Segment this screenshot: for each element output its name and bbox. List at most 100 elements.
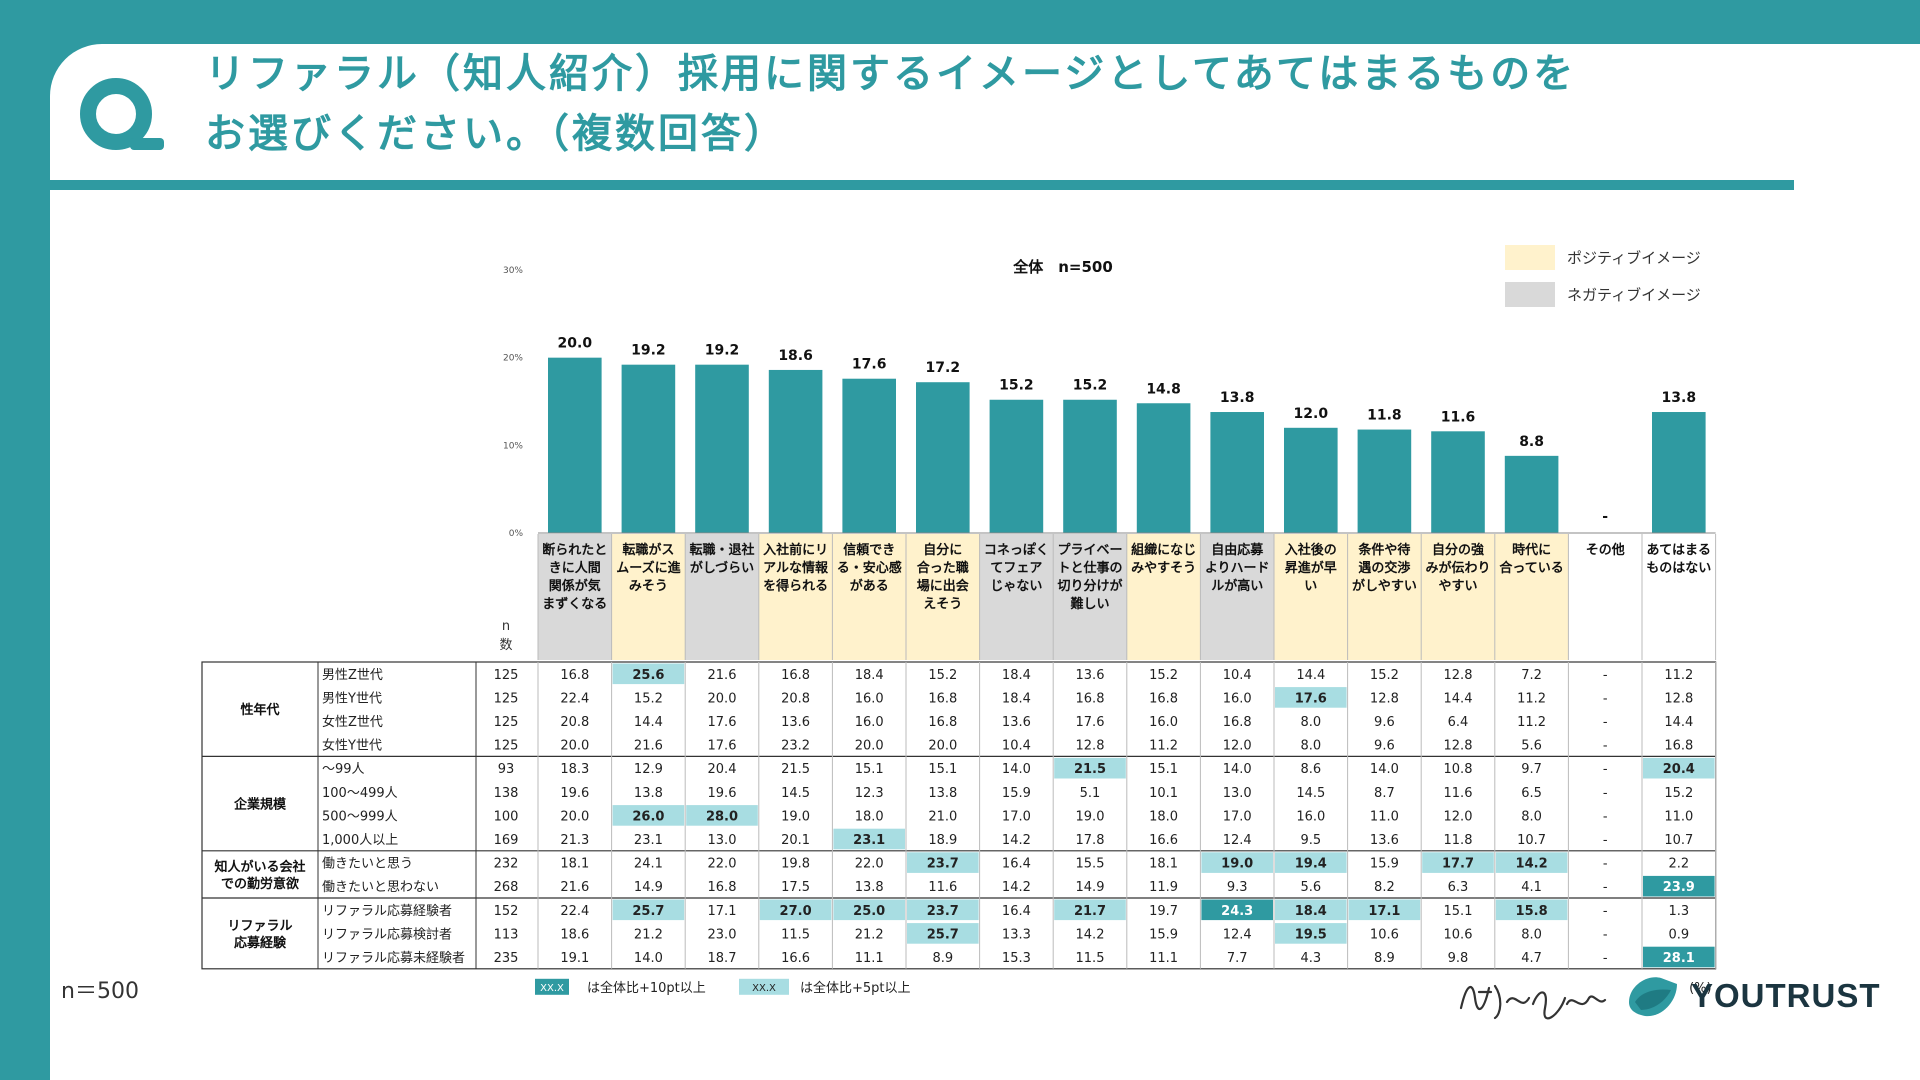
group-label: 性年代: [240, 702, 279, 718]
bar: [1357, 429, 1412, 533]
table-cell: 17.8: [1076, 833, 1105, 848]
category-label: よりハード: [1205, 561, 1270, 576]
table-cell: -: [1603, 691, 1608, 706]
bar: [1652, 412, 1706, 533]
table-cell: 17.6: [1295, 691, 1327, 706]
table-cell: 19.6: [560, 786, 589, 801]
table-cell: 13.6: [781, 715, 810, 730]
table-cell: 12.8: [1370, 691, 1399, 706]
bar: [1431, 431, 1485, 533]
table-cell: 15.2: [928, 668, 957, 683]
table-cell: 17.1: [1368, 904, 1400, 919]
table-cell: 11.8: [1444, 833, 1473, 848]
table-cell: 15.1: [1149, 762, 1178, 777]
table-cell: 17.6: [708, 715, 737, 730]
category-label: プライベー: [1057, 543, 1122, 558]
y-tick-label: 0%: [509, 529, 524, 539]
table-cell: 11.6: [928, 880, 957, 895]
table-cell: 10.1: [1149, 786, 1178, 801]
table-cell: 20.8: [560, 715, 589, 730]
table-cell: 10.7: [1664, 833, 1693, 848]
highlight-cell-5pt: [1275, 852, 1347, 873]
row-n: 235: [494, 951, 519, 966]
row-label: ～99人: [322, 762, 365, 777]
table-cell: 14.0: [1223, 762, 1252, 777]
table-cell: 16.0: [1296, 809, 1325, 824]
table-cell: 8.6: [1300, 762, 1321, 777]
row-n: 268: [494, 880, 519, 895]
bar-value-label: 15.2: [999, 378, 1034, 394]
table-cell: 14.4: [1296, 668, 1325, 683]
highlight-cell-5pt: [612, 663, 685, 685]
category-label: い: [1304, 579, 1317, 594]
table-cell: 16.8: [928, 691, 957, 706]
table-cell: 15.8: [1516, 904, 1548, 919]
table-cell: -: [1603, 904, 1608, 919]
category-label: 入社前にリ: [763, 542, 828, 558]
table-cell: 16.8: [1664, 739, 1693, 754]
table-cell: 13.6: [1370, 833, 1399, 848]
table-cell: 17.0: [1002, 809, 1031, 824]
brand-logo: YOUTRUST: [1625, 972, 1881, 1020]
category-label: 関係が気: [549, 578, 601, 594]
legend-positive-label: ポジティブイメージ: [1567, 249, 1701, 267]
table-cell: 20.0: [560, 739, 589, 754]
category-header-cell: [1126, 534, 1201, 660]
table-cell: -: [1603, 809, 1608, 824]
category-label: アルな情報: [763, 560, 829, 576]
table-cell: 23.1: [853, 833, 885, 848]
table-cell: 11.2: [1517, 691, 1546, 706]
legend-positive-swatch: [1505, 245, 1555, 270]
category-label: 時代に: [1512, 542, 1551, 558]
table-cell: 14.4: [1444, 691, 1473, 706]
table-cell: 19.1: [560, 951, 589, 966]
bar: [1504, 455, 1559, 533]
table-cell: 20.0: [928, 739, 957, 754]
highlight-cell-5pt: [1201, 852, 1273, 873]
table-cell: 16.6: [1149, 833, 1178, 848]
category-header-cell: [1274, 534, 1348, 660]
category-header-cell: [1568, 534, 1642, 660]
table-cell: 18.4: [1002, 691, 1031, 706]
bar: [916, 382, 970, 533]
legend-10pt-swatch-text: XX.X: [540, 983, 564, 994]
question-title: リファラル（知人紹介）採用に関するイメージとしてあてはまるものを お選びください…: [205, 44, 1576, 164]
table-cell: 11.9: [1149, 880, 1178, 895]
table-cell: 18.4: [1002, 668, 1031, 683]
table-cell: 4.1: [1521, 880, 1542, 895]
brand-name: YOUTRUST: [1691, 977, 1881, 1014]
table-cell: 11.0: [1664, 809, 1693, 824]
category-label: 自分の強: [1432, 542, 1484, 558]
category-label: ルが高い: [1211, 578, 1263, 594]
row-label: 500～999人: [322, 809, 398, 824]
table-cell: 14.5: [781, 786, 810, 801]
table-cell: 21.5: [1074, 762, 1106, 777]
highlight-cell-5pt: [833, 828, 905, 850]
table-cell: 16.8: [1223, 715, 1252, 730]
row-n: 125: [494, 668, 519, 683]
table-cell: -: [1603, 715, 1608, 730]
table-cell: 8.9: [932, 951, 953, 966]
table-cell: 10.6: [1444, 927, 1473, 942]
table-cell: 19.7: [1149, 904, 1178, 919]
category-label: 断られたと: [542, 542, 607, 558]
category-label: てフェア: [990, 561, 1042, 576]
table-cell: 5.6: [1300, 880, 1321, 895]
table-cell: 17.6: [708, 739, 737, 754]
table-cell: 22.4: [560, 904, 589, 919]
table-cell: 20.0: [855, 739, 884, 754]
legend-negative-swatch: [1505, 282, 1555, 307]
bar: [695, 364, 749, 533]
highlight-cell-10pt: [1643, 946, 1715, 968]
row-n: 125: [494, 691, 519, 706]
table-border: [201, 661, 1717, 970]
table-cell: -: [1603, 762, 1608, 777]
table-cell: 10.4: [1223, 668, 1252, 683]
table-cell: 28.0: [706, 809, 738, 824]
bar-value-label: -: [1602, 509, 1608, 525]
group-label: での勤労意欲: [221, 876, 299, 892]
table-cell: 11.2: [1149, 739, 1178, 754]
table-cell: 6.5: [1521, 786, 1542, 801]
category-label: みが伝わり: [1425, 560, 1490, 576]
table-cell: 13.0: [708, 833, 737, 848]
